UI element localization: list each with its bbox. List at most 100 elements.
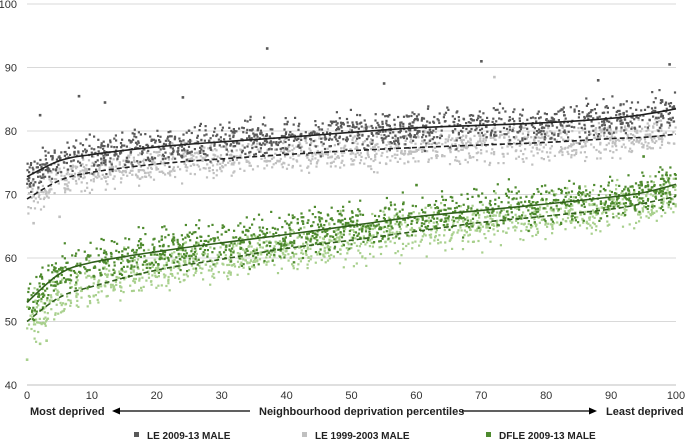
data-point bbox=[375, 126, 378, 129]
data-point bbox=[540, 127, 543, 130]
data-point bbox=[516, 207, 519, 210]
data-point bbox=[97, 173, 100, 177]
data-point bbox=[444, 208, 447, 212]
data-point bbox=[665, 171, 668, 174]
data-point bbox=[259, 149, 262, 152]
data-point bbox=[26, 305, 29, 308]
data-point bbox=[598, 150, 601, 153]
data-point bbox=[558, 132, 561, 135]
data-point bbox=[363, 119, 366, 122]
data-point bbox=[575, 151, 578, 154]
data-point bbox=[427, 105, 430, 108]
data-point bbox=[37, 188, 40, 191]
data-point bbox=[377, 146, 380, 149]
data-point bbox=[563, 202, 566, 205]
data-point bbox=[618, 113, 621, 116]
data-point bbox=[627, 189, 630, 192]
data-point bbox=[442, 198, 445, 201]
data-point bbox=[542, 130, 545, 133]
data-point bbox=[357, 232, 360, 235]
data-point bbox=[36, 321, 39, 324]
data-point bbox=[599, 202, 602, 205]
data-point bbox=[552, 199, 555, 202]
data-point bbox=[163, 257, 166, 261]
data-point bbox=[498, 213, 501, 216]
data-point bbox=[196, 263, 199, 266]
data-point bbox=[284, 117, 287, 120]
data-point bbox=[27, 192, 31, 195]
data-point bbox=[550, 218, 553, 221]
data-point bbox=[299, 143, 302, 146]
data-point bbox=[59, 311, 63, 314]
data-point bbox=[418, 147, 421, 150]
data-point bbox=[56, 171, 59, 175]
data-point bbox=[216, 262, 219, 265]
data-point bbox=[290, 221, 293, 224]
data-point bbox=[526, 135, 529, 138]
data-point bbox=[352, 229, 355, 232]
data-point bbox=[595, 213, 598, 216]
data-point bbox=[186, 149, 189, 152]
data-point bbox=[322, 142, 325, 145]
data-point bbox=[82, 150, 85, 153]
data-point bbox=[327, 251, 330, 254]
data-point bbox=[534, 208, 537, 211]
data-point bbox=[225, 245, 228, 248]
data-point bbox=[208, 166, 211, 169]
data-point bbox=[351, 221, 354, 224]
data-point bbox=[572, 182, 575, 185]
data-point bbox=[139, 255, 142, 258]
data-point bbox=[97, 291, 100, 294]
data-point bbox=[310, 236, 313, 239]
data-point bbox=[153, 248, 156, 251]
data-point bbox=[596, 137, 599, 140]
data-point bbox=[115, 146, 118, 149]
data-point bbox=[235, 158, 238, 161]
data-point bbox=[651, 110, 654, 114]
data-point bbox=[422, 130, 425, 133]
data-point bbox=[396, 160, 399, 163]
data-point bbox=[637, 118, 640, 121]
data-point bbox=[592, 221, 595, 224]
data-point bbox=[259, 132, 262, 135]
data-point bbox=[614, 142, 617, 145]
data-point bbox=[238, 252, 241, 255]
data-point bbox=[455, 201, 458, 205]
data-point bbox=[674, 173, 677, 177]
data-point bbox=[131, 166, 134, 169]
data-point bbox=[443, 229, 446, 232]
data-point bbox=[388, 124, 391, 128]
data-point bbox=[238, 142, 241, 145]
data-point bbox=[494, 192, 497, 195]
data-point bbox=[71, 173, 74, 176]
data-point bbox=[584, 142, 587, 145]
data-point bbox=[122, 170, 125, 173]
data-point bbox=[597, 207, 600, 210]
data-point bbox=[337, 126, 340, 129]
data-point bbox=[432, 149, 435, 152]
data-point bbox=[666, 189, 669, 192]
data-point bbox=[169, 141, 172, 144]
data-point bbox=[243, 169, 246, 172]
data-point bbox=[343, 217, 347, 220]
data-point bbox=[308, 171, 311, 174]
data-point bbox=[489, 214, 492, 217]
data-point bbox=[563, 129, 566, 132]
data-point bbox=[479, 116, 482, 119]
data-point bbox=[507, 131, 510, 135]
data-point bbox=[44, 150, 47, 153]
data-point bbox=[611, 142, 614, 145]
data-point bbox=[43, 196, 46, 199]
data-point bbox=[352, 136, 355, 139]
data-point bbox=[338, 136, 341, 139]
data-point bbox=[331, 219, 334, 222]
data-point bbox=[424, 225, 427, 228]
data-point bbox=[376, 121, 379, 124]
data-point bbox=[52, 280, 55, 283]
data-point bbox=[132, 269, 135, 272]
data-point bbox=[127, 154, 130, 157]
data-point bbox=[145, 266, 148, 269]
data-point bbox=[354, 155, 357, 159]
data-point bbox=[540, 129, 543, 133]
data-point bbox=[210, 161, 213, 164]
